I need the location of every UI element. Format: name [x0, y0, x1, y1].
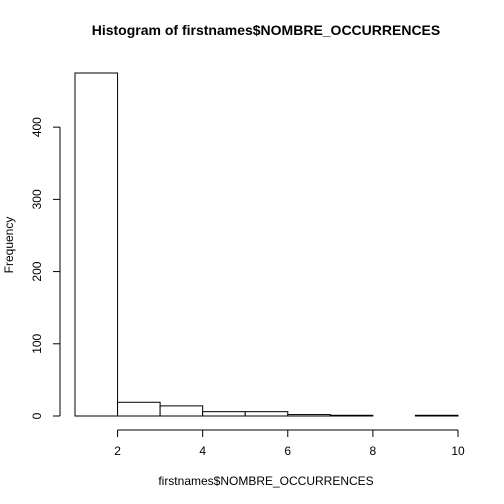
histogram-bar-6 [329, 414, 374, 417]
histogram-bar-1 [117, 401, 161, 417]
y-axis: 0 100 200 300 400 [30, 117, 61, 419]
y-tick-label: 200 [30, 261, 44, 281]
histogram-bar-8 [414, 414, 459, 417]
histogram-bars [74, 72, 459, 417]
y-tick-label: 400 [30, 117, 44, 137]
x-tick-label: 4 [199, 444, 206, 458]
histogram-bar-3 [202, 411, 246, 417]
histogram-bar-4 [244, 411, 289, 417]
y-tick-label: 300 [30, 189, 44, 209]
x-axis-label: firstnames$NOMBRE_OCCURRENCES [158, 474, 373, 488]
x-tick-label: 6 [284, 444, 291, 458]
histogram-bar-0 [74, 72, 119, 417]
y-tick-label: 0 [30, 412, 44, 419]
y-axis-label: Frequency [2, 217, 16, 274]
histogram-bar-5 [287, 414, 331, 417]
x-axis: 2 4 6 8 10 [114, 429, 465, 458]
histogram-bar-2 [159, 405, 204, 417]
x-tick-label: 2 [114, 444, 121, 458]
x-tick-label: 8 [370, 444, 377, 458]
chart-title: Histogram of firstnames$NOMBRE_OCCURRENC… [92, 22, 441, 38]
y-tick-label: 100 [30, 333, 44, 353]
x-tick-label: 10 [451, 444, 465, 458]
